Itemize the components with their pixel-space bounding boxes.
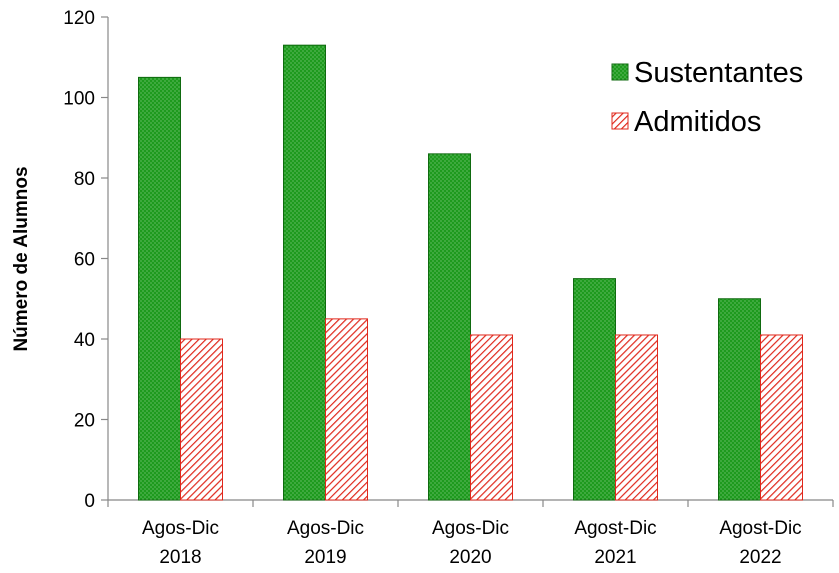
- x-tick-label: 2018: [159, 547, 201, 568]
- bar-admitidos-0: [180, 338, 223, 501]
- y-tick-label: 60: [74, 250, 95, 271]
- legend: Sustentantes Admitidos: [611, 57, 803, 138]
- y-tick-label: 0: [84, 491, 95, 512]
- y-tick-label: 120: [63, 8, 95, 29]
- y-tick-label: 100: [63, 89, 95, 110]
- x-tick-label: 2021: [594, 547, 636, 568]
- y-tick-label: 20: [74, 411, 95, 432]
- bar-sustentantes-4: [718, 298, 761, 501]
- y-axis-label: Número de Alumnos: [11, 166, 32, 351]
- legend-swatch-admitidos: [611, 112, 629, 130]
- legend-swatch-sustentantes: [611, 63, 629, 81]
- bars: [138, 44, 803, 501]
- x-tick-label: 2022: [739, 547, 781, 568]
- x-tick-label: Agost-Dic: [719, 518, 801, 539]
- bar-sustentantes-2: [428, 153, 471, 501]
- x-tick-label: Agos-Dic: [287, 518, 364, 539]
- x-tick-label: Agost-Dic: [574, 518, 656, 539]
- x-tick-label: 2019: [304, 547, 346, 568]
- bar-sustentantes-0: [138, 76, 181, 501]
- legend-label-admitidos: Admitidos: [634, 106, 761, 138]
- x-tick-label: Agos-Dic: [432, 518, 509, 539]
- bar-admitidos-4: [760, 334, 803, 501]
- bar-admitidos-2: [470, 334, 513, 501]
- axes: [101, 16, 834, 507]
- bar-admitidos-1: [325, 318, 368, 501]
- x-tick-label: 2020: [449, 547, 491, 568]
- legend-label-sustentantes: Sustentantes: [634, 57, 803, 89]
- x-tick-label: Agos-Dic: [142, 518, 219, 539]
- y-tick-label: 40: [74, 330, 95, 351]
- y-tick-label: 80: [74, 169, 95, 190]
- tick-labels: 0 20 40 60 80 100 120 Agos-Dic 2018 Agos-Dic 2019 A…: [63, 8, 801, 568]
- bar-sustentantes-1: [283, 44, 326, 501]
- bar-admitidos-3: [615, 334, 658, 501]
- bar-sustentantes-3: [573, 278, 616, 501]
